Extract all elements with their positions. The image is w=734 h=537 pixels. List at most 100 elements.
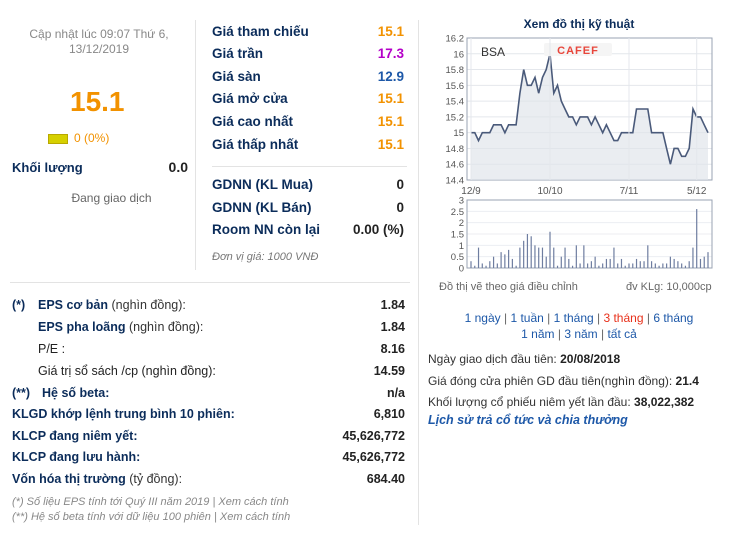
fundamental-sub: (nghìn đồng): xyxy=(125,320,204,334)
price-label: Giá thấp nhất xyxy=(212,137,299,152)
period-6-months[interactable]: 6 tháng xyxy=(653,311,694,325)
footnote-eps[interactable]: (*) Số liệu EPS tính tới Quý III năm 201… xyxy=(12,496,289,508)
price-label: Giá cao nhất xyxy=(212,114,294,129)
volume-tick-label: 0 xyxy=(459,264,464,275)
volume-tick-label: 0.5 xyxy=(451,252,464,263)
price-tick-label: 15.4 xyxy=(446,97,465,108)
info-label: Giá đóng cửa phiên GD đầu tiên(nghìn đồn… xyxy=(428,374,676,388)
price-tick-label: 14.8 xyxy=(446,144,465,155)
price-value: 15.1 xyxy=(377,91,404,106)
info-first-close-price: Giá đóng cửa phiên GD đầu tiên(nghìn đồn… xyxy=(428,374,699,388)
price-change: 0 (0%) xyxy=(74,131,110,145)
price-tick-label: 15.8 xyxy=(446,65,465,76)
x-tick-label: 5/12 xyxy=(687,186,707,197)
volume-tick-label: 2 xyxy=(459,218,464,229)
info-value: 20/08/2018 xyxy=(560,352,621,366)
fundamental-label: Giá trị sổ sách /cp xyxy=(38,364,139,378)
period-3-years[interactable]: 3 năm xyxy=(564,327,598,341)
dividend-history-link[interactable]: Lịch sử trả cổ tức và chia thưởng xyxy=(428,413,628,427)
price-row: Giá thấp nhất 15.1 xyxy=(212,137,404,157)
price-tick-label: 15 xyxy=(453,128,464,139)
price-row: Giá mở cửa 15.1 xyxy=(212,91,404,111)
foreign-label: GDNN (KL Bán) xyxy=(212,200,312,215)
fundamental-label: P/E xyxy=(38,342,59,356)
info-label: Khối lượng cổ phiếu niêm yết lần đầu: xyxy=(428,395,635,409)
fundamental-row: Giá trị sổ sách /cp (nghìn đồng): 14.59 xyxy=(12,364,405,384)
fundamental-value: 684.40 xyxy=(366,472,405,486)
price-volume-chart[interactable]: 16.2 16 15.8 15.6 15.4 15.2 15 14.8 14.6 14.4 BSA… xyxy=(426,32,732,280)
foreign-value: 0 xyxy=(396,177,404,192)
fundamental-label: KLGD khớp lệnh trung bình 10 phiên: xyxy=(12,407,235,421)
price-line xyxy=(471,53,709,165)
divider xyxy=(418,20,419,525)
current-price: 15.1 xyxy=(70,86,125,117)
period-1-week[interactable]: 1 tuần xyxy=(510,311,544,325)
foreign-row: GDNN (KL Bán) 0 xyxy=(212,200,404,220)
fundamental-value: n/a xyxy=(386,386,405,400)
period-1-year[interactable]: 1 năm xyxy=(521,327,555,341)
price-tick-label: 14.6 xyxy=(446,160,465,171)
cafef-logo-text: CAFEF xyxy=(557,45,599,57)
fundamental-sub: (nghìn đồng): xyxy=(108,298,186,312)
x-tick-label: 10/10 xyxy=(537,186,562,197)
price-value: 15.1 xyxy=(377,24,404,39)
fundamental-row: KLCP đang niêm yết: 45,626,772 xyxy=(12,429,405,449)
fundamental-row: (*) EPS cơ bản (nghìn đồng): 1.84 xyxy=(12,298,405,318)
period-selector: 1 ngày | 1 tuần | 1 tháng | 3 tháng | 6 … xyxy=(464,311,694,341)
foreign-label: GDNN (KL Mua) xyxy=(212,177,313,192)
fundamental-label: KLCP đang lưu hành: xyxy=(12,450,141,464)
info-value: 38,022,382 xyxy=(634,395,695,409)
technical-chart-link[interactable]: Xem đồ thị kỹ thuật xyxy=(523,17,635,31)
info-label: Ngày giao dịch đầu tiên: xyxy=(428,352,561,366)
footnote-mark: (**) xyxy=(12,386,31,400)
fundamental-value: 1.84 xyxy=(380,320,405,334)
volume-tick-label: 1 xyxy=(459,241,464,252)
fundamental-value: 8.16 xyxy=(380,342,405,356)
price-label: Giá sàn xyxy=(212,69,261,84)
divider xyxy=(10,282,410,283)
fundamental-row: Vốn hóa thị trường (tỷ đồng): 684.40 xyxy=(12,472,405,492)
price-label: Giá trần xyxy=(212,46,264,61)
fundamental-row: KLCP đang lưu hành: 45,626,772 xyxy=(12,450,405,470)
fundamental-sub: : xyxy=(58,342,66,356)
fundamental-row: KLGD khớp lệnh trung bình 10 phiên: 6,81… xyxy=(12,407,405,427)
fundamental-row: EPS pha loãng (nghìn đồng): 1.84 xyxy=(12,320,405,340)
chart-caption-right: đv KLg: 10,000cp xyxy=(626,281,712,293)
fundamental-value: 6,810 xyxy=(373,407,405,421)
volume-tick-label: 1.5 xyxy=(451,230,464,241)
fundamental-label: Vốn hóa thị trường xyxy=(12,472,126,486)
period-1-day[interactable]: 1 ngày xyxy=(464,311,501,325)
info-initial-listed-volume: Khối lượng cổ phiếu niêm yết lần đầu: 38… xyxy=(428,395,694,409)
footnote-beta[interactable]: (**) Hệ số beta tính với dữ liệu 100 phi… xyxy=(12,511,291,523)
divider xyxy=(212,166,407,167)
divider xyxy=(195,20,196,270)
fundamental-label: EPS cơ bản xyxy=(38,298,109,312)
fundamental-label: KLCP đang niêm yết: xyxy=(12,429,138,443)
ticker-label: BSA xyxy=(481,45,505,59)
foreign-value: 0.00 (%) xyxy=(352,222,404,237)
fundamental-value: 1.84 xyxy=(380,298,405,312)
volume-tick-label: 2.5 xyxy=(451,207,464,218)
foreign-value: 0 xyxy=(396,200,404,215)
price-tick-label: 16.2 xyxy=(446,34,465,45)
volume-tick-label: 3 xyxy=(459,196,464,207)
chart-caption-left: Đồ thị vẽ theo giá điều chỉnh xyxy=(439,281,578,293)
volume-value: 0.0 xyxy=(168,159,188,175)
fundamental-value: 14.59 xyxy=(373,364,405,378)
unit-note: Đơn vị giá: 1000 VNĐ xyxy=(212,251,319,263)
price-label: Giá mở cửa xyxy=(212,91,288,106)
x-tick-label: 7/11 xyxy=(620,186,639,197)
period-1-month[interactable]: 1 tháng xyxy=(553,311,594,325)
period-3-months[interactable]: 3 tháng xyxy=(603,311,644,325)
price-value: 17.3 xyxy=(377,46,404,61)
price-tick-label: 15.6 xyxy=(446,81,465,92)
price-value: 15.1 xyxy=(377,114,404,129)
fundamental-value: 45,626,772 xyxy=(342,450,405,464)
price-value: 15.1 xyxy=(377,137,404,152)
period-all[interactable]: tất cả xyxy=(607,327,637,341)
volume-label: Khối lượng xyxy=(12,160,83,175)
price-row: Giá cao nhất 15.1 xyxy=(212,114,404,134)
foreign-row: Room NN còn lại 0.00 (%) xyxy=(212,222,404,242)
fundamental-row: (**) Hệ số beta: n/a xyxy=(12,386,405,406)
fundamental-label: Hệ số beta: xyxy=(42,386,110,400)
